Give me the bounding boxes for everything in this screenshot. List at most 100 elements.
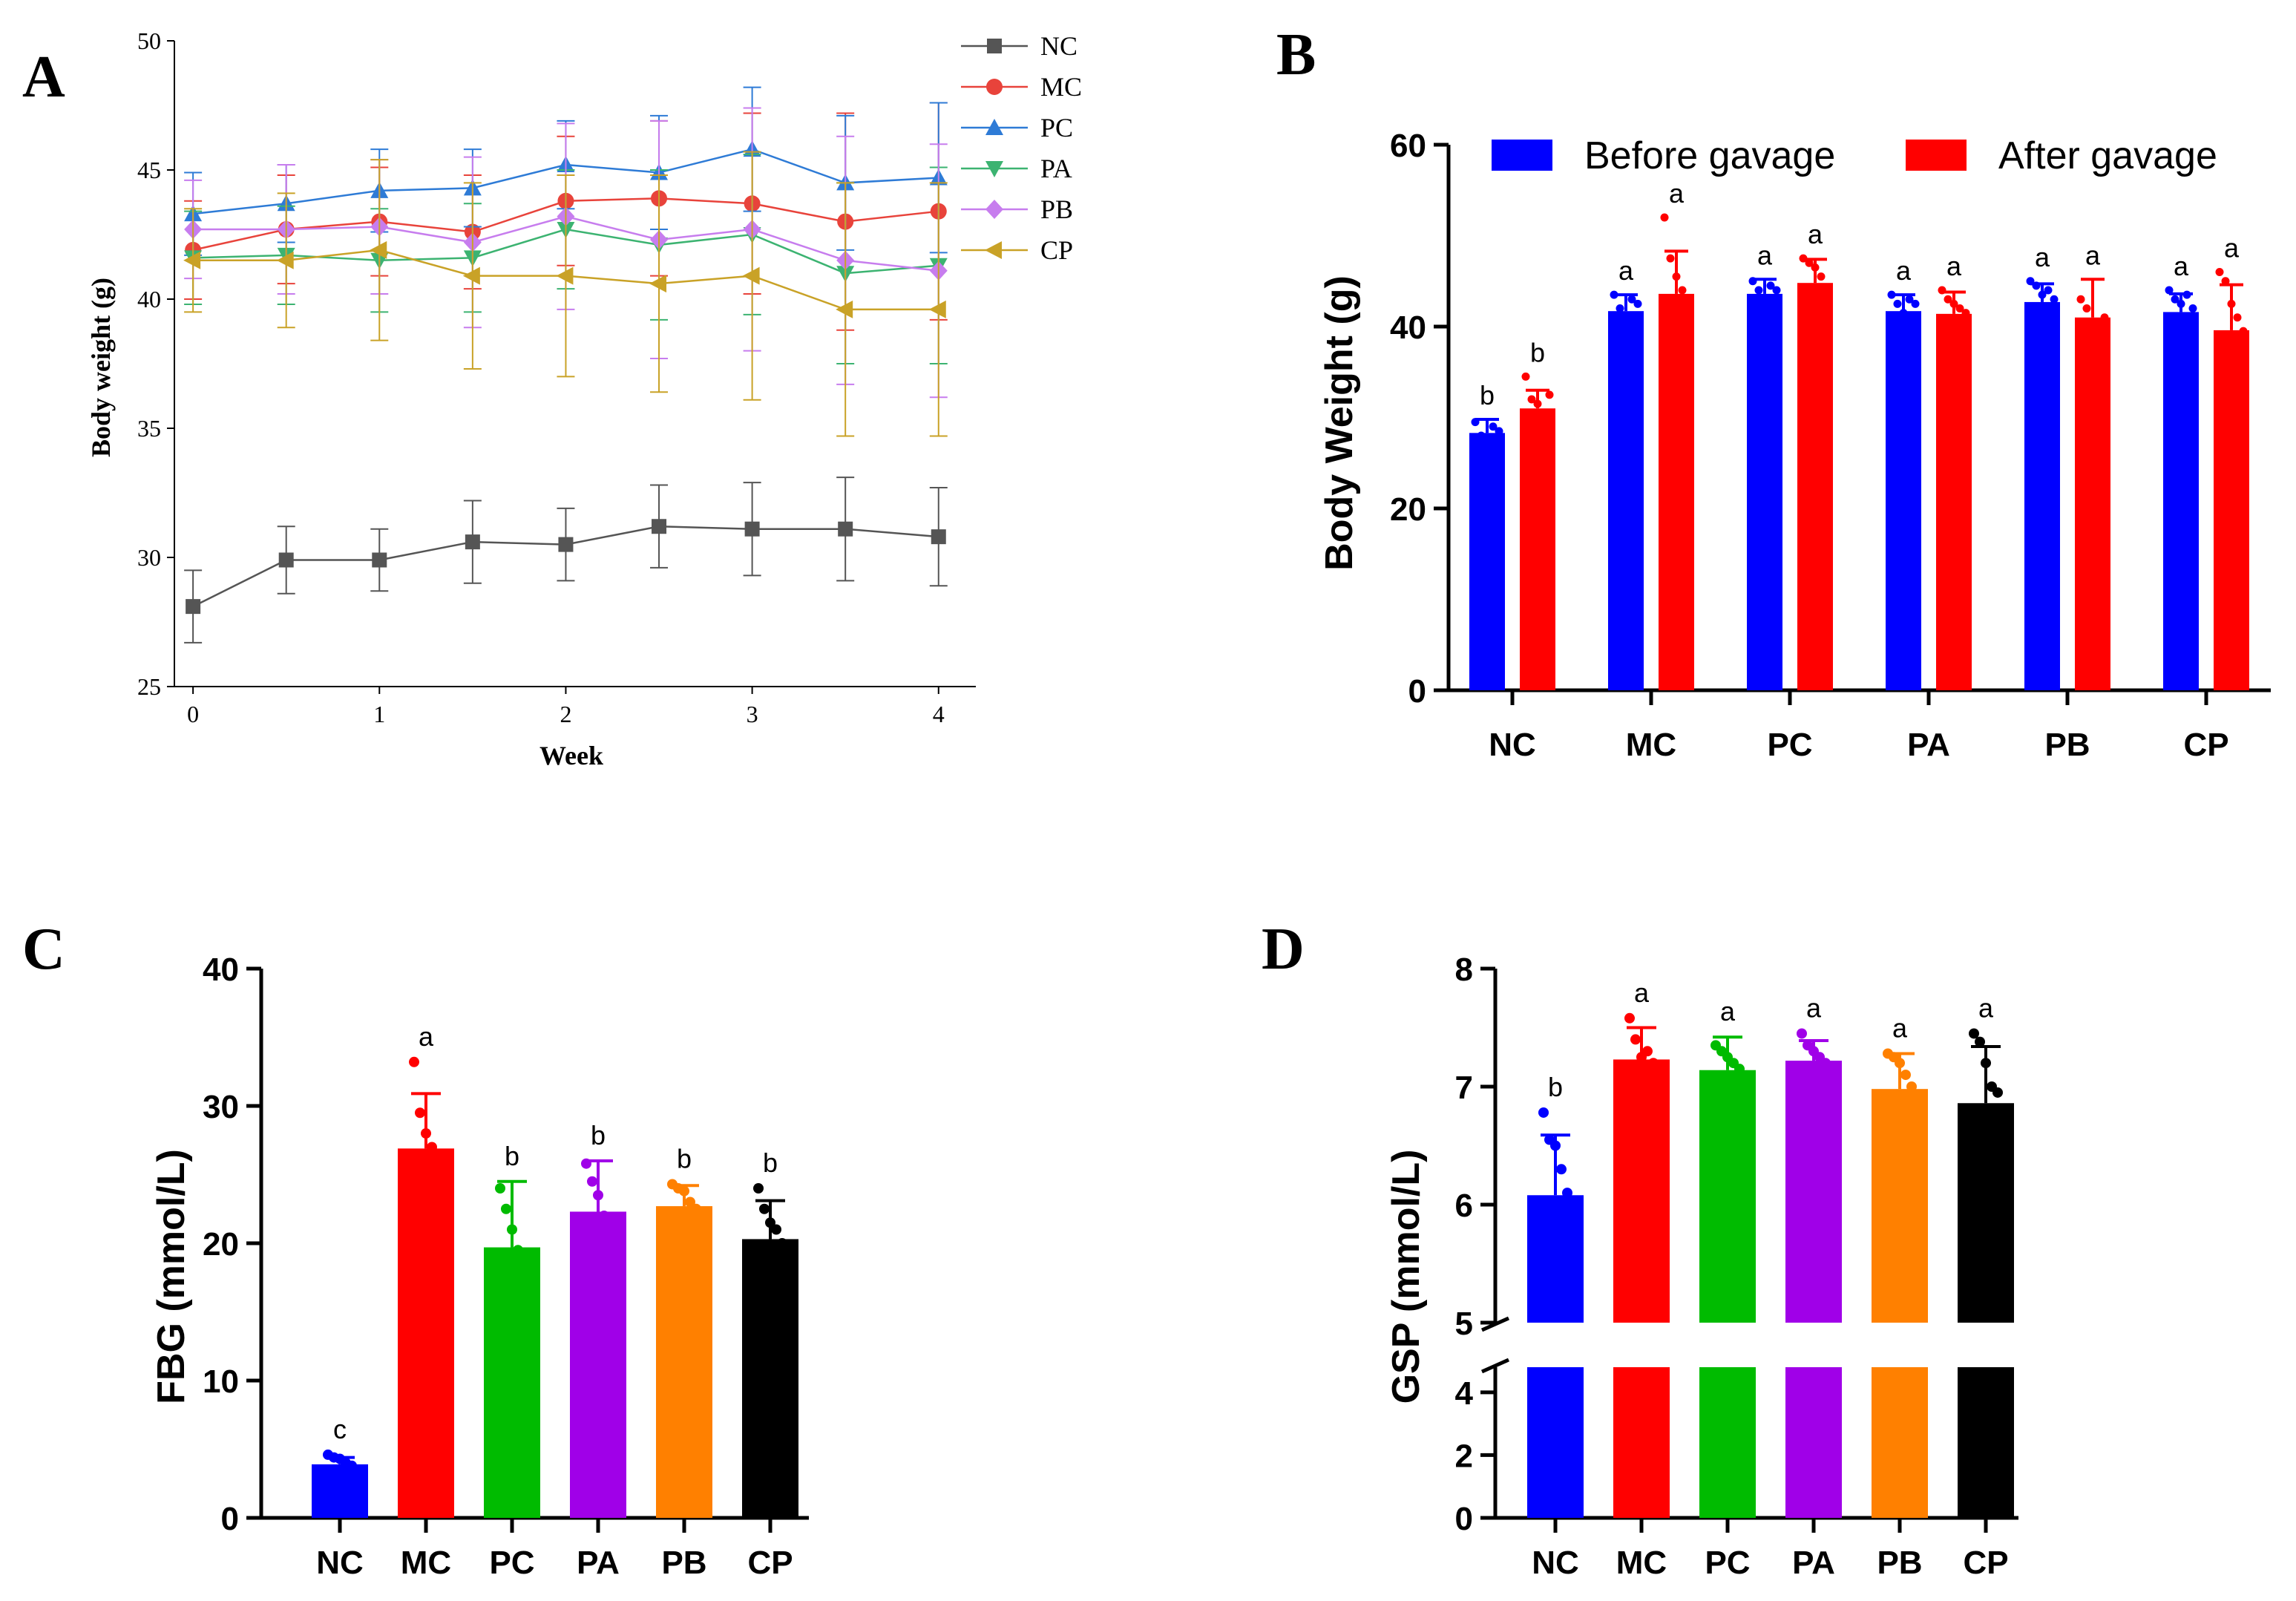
panel-c-data-point xyxy=(765,1217,775,1228)
panel-a-y-axis-label: Body weight (g) xyxy=(86,278,116,457)
panel-b-data-point xyxy=(1811,263,1820,272)
panel-d-x-tick-label: PC xyxy=(1705,1545,1750,1581)
panel-d-significance-letter: a xyxy=(1892,1012,1908,1043)
panel-b-data-point xyxy=(1621,313,1630,322)
panel-b-x-tick-label: NC xyxy=(1489,727,1536,763)
panel-b-data-point xyxy=(2026,277,2035,286)
panel-b-significance-letter: a xyxy=(1669,178,1685,209)
panel-b-x-tick-label: MC xyxy=(1626,727,1676,763)
panel-a-data-point xyxy=(372,552,387,568)
panel-a-axes: 25 30 35 40 45 50 0 1 2 3 4 xyxy=(137,27,976,727)
panel-b-x-tick-label: PA xyxy=(1907,727,1950,763)
panel-a-series xyxy=(183,86,948,644)
panel-d-data-point xyxy=(1630,1034,1641,1045)
panel-c-data-point xyxy=(599,1211,609,1221)
panel-b-significance-letter: a xyxy=(1896,255,1912,286)
panel-d-bar-lower xyxy=(1613,1367,1670,1518)
panel-d-y-tick-label: 8 xyxy=(1455,952,1473,988)
panel-a-y-tick-label: 30 xyxy=(137,544,161,571)
panel-c-data-point xyxy=(421,1128,431,1139)
panel-b-data-point xyxy=(1899,309,1908,318)
panel-b-significance-letter: a xyxy=(2085,240,2101,270)
panel-c-significance-letter: b xyxy=(677,1143,692,1173)
panel-c-bar-chart: 0 10 20 30 40 NC MC PC PA PB CP c a b b b b FBG (mmol/L… xyxy=(150,952,809,1581)
panel-b-data-point xyxy=(1633,299,1642,308)
panel-b-bars: b b a a a a a a a a a a xyxy=(1469,178,2249,690)
panel-b-data-point xyxy=(1955,304,1964,312)
panel-a-data-point xyxy=(465,534,480,550)
panel-a-data-point xyxy=(370,240,387,259)
panel-b-y-axis-label: Body Weight (g) xyxy=(1318,275,1361,571)
panel-b-significance-letter: a xyxy=(2174,251,2189,281)
panel-d-data-point xyxy=(1820,1058,1831,1069)
panel-d-significance-letter: a xyxy=(1978,992,1994,1023)
panel-d-data-point xyxy=(1981,1058,1991,1069)
panel-a-legend-marker xyxy=(985,119,1003,135)
panel-b-bar-group-mc: a xyxy=(1608,255,1644,690)
panel-b-legend-label: After gavage xyxy=(1998,134,2217,177)
panel-b-bar-group-pb: a xyxy=(2024,242,2060,690)
panel-c-data-point xyxy=(605,1224,615,1235)
panel-b-bar xyxy=(1608,311,1644,690)
panel-a-y-tick-label: 50 xyxy=(137,27,161,54)
panel-b-significance-letter: a xyxy=(1618,255,1634,286)
panel-b-legend-swatch xyxy=(1906,140,1967,171)
panel-b-bar-group-pa: a xyxy=(1936,251,1972,690)
panel-b-data-point xyxy=(1949,299,1958,308)
panel-d-data-point xyxy=(1895,1058,1905,1069)
panel-b-bar-group-nc: b xyxy=(1520,337,1555,690)
panel-b-data-point xyxy=(1805,258,1814,267)
panel-a-data-point xyxy=(744,521,760,537)
panel-b-bar-chart: 0 20 40 60 NC MC PC PA PB CP b b a a a a a a a a a a Before … xyxy=(1318,128,2271,763)
panel-d-data-point xyxy=(1900,1070,1911,1081)
panel-a-data-point xyxy=(276,251,294,269)
panel-d-y-axis-label: GSP (mmol/L) xyxy=(1385,1150,1428,1404)
panel-b-bar xyxy=(1520,408,1555,690)
panel-d-x-tick-label: MC xyxy=(1616,1545,1667,1581)
panel-d-data-point xyxy=(1550,1140,1561,1151)
panel-d-bar-group-pb: a xyxy=(1872,1012,1928,1518)
panel-a-data-point xyxy=(649,275,667,293)
panel-c-x-tick-label: PA xyxy=(577,1545,620,1581)
panel-b-bar xyxy=(1886,311,1921,690)
panel-b-data-point xyxy=(1660,213,1669,222)
panel-b-data-point xyxy=(1471,418,1480,427)
panel-a-data-point xyxy=(742,266,760,285)
panel-b-x-tick-label: PB xyxy=(2044,727,2090,763)
panel-c-bars: c a b b b b xyxy=(312,1021,798,1518)
panel-d-data-point xyxy=(1906,1081,1917,1092)
panel-d-bar-group-mc: a xyxy=(1613,978,1670,1518)
panel-b-data-point xyxy=(1887,290,1896,299)
panel-b-data-point xyxy=(1823,286,1831,295)
panel-b-significance-letter: a xyxy=(2224,233,2240,263)
panel-b-data-point xyxy=(1938,286,1946,295)
panel-d-x-tick-label: CP xyxy=(1963,1545,2008,1581)
panel-b-data-point xyxy=(1527,395,1536,404)
panel-c-data-point xyxy=(507,1224,517,1235)
panel-a-data-point xyxy=(928,300,946,318)
panel-c-bar-group-pb: b xyxy=(656,1143,712,1518)
panel-d-bar-upper xyxy=(1785,1061,1842,1323)
panel-c-bar xyxy=(312,1464,368,1518)
panel-b-data-point xyxy=(2100,313,2109,322)
panel-c-y-tick-label: 40 xyxy=(203,952,239,988)
panel-b-bar xyxy=(2163,312,2199,690)
panel-a-y-tick-label: 25 xyxy=(137,673,161,700)
panel-c-significance-letter: a xyxy=(419,1021,434,1052)
panel-b-significance-letter: a xyxy=(1946,251,1962,281)
panel-c-bar-group-nc: c xyxy=(312,1414,368,1518)
panel-a-data-point xyxy=(558,537,574,552)
panel-c-bar xyxy=(398,1148,454,1518)
panel-d-bar-lower xyxy=(1527,1367,1584,1518)
panel-d-y-tick-label: 2 xyxy=(1455,1438,1473,1474)
panel-b-data-point xyxy=(1610,290,1618,299)
panel-d-y-tick-label: 7 xyxy=(1455,1070,1473,1106)
panel-b-legend-label: Before gavage xyxy=(1584,134,1835,177)
panel-b-data-point xyxy=(1799,254,1808,263)
panel-c-data-point xyxy=(415,1107,425,1119)
panel-a-legend-label: CP xyxy=(1040,235,1073,265)
panel-d-bar-lower xyxy=(1699,1367,1756,1518)
panel-letter-a: A xyxy=(22,45,65,110)
panel-a-x-axis-label: Week xyxy=(539,741,603,770)
